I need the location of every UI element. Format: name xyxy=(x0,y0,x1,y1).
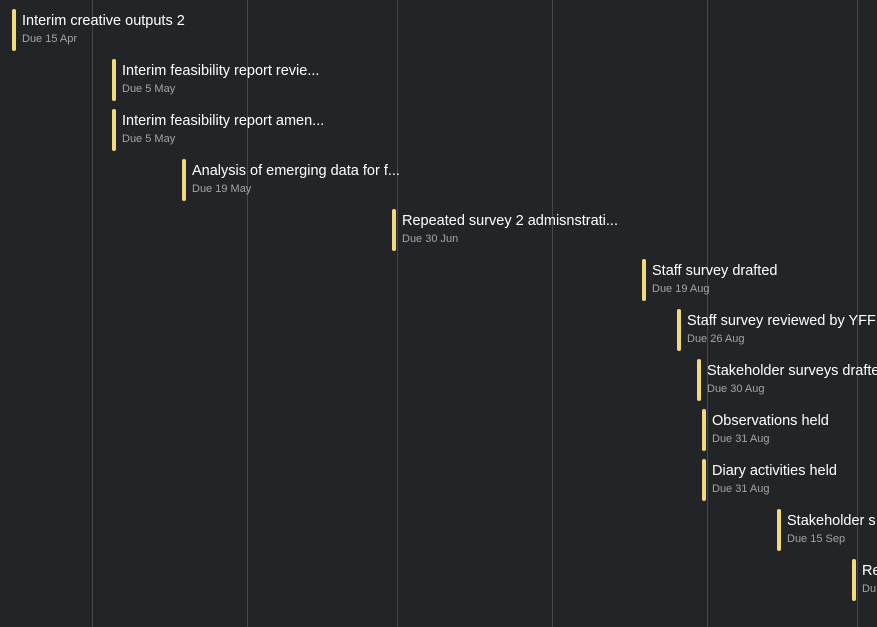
milestone-bar xyxy=(112,59,116,101)
timeline-gridline xyxy=(552,0,553,627)
milestone-bar xyxy=(777,509,781,551)
milestone-due-date: Due 15 Sep xyxy=(787,533,846,545)
milestone-due-date: Due 15 Apr xyxy=(22,33,78,45)
milestone-bar xyxy=(392,209,396,251)
milestone-bar xyxy=(702,459,706,501)
milestone-due-date: Due 31 Aug xyxy=(712,483,770,495)
timeline-gridline xyxy=(247,0,248,627)
milestone-due-date: Du xyxy=(862,583,877,595)
milestone-bar xyxy=(852,559,856,601)
milestone-title: Interim feasibility report revie... xyxy=(122,63,320,79)
timeline-gridline xyxy=(707,0,708,627)
milestone-due-date: Due 5 May xyxy=(122,83,176,95)
milestone-bar xyxy=(112,109,116,151)
milestone-due-date: Due 19 Aug xyxy=(652,283,710,295)
milestone-bar xyxy=(12,9,16,51)
milestone-title: Re xyxy=(862,563,877,579)
timeline-gridline xyxy=(857,0,858,627)
milestone-bar xyxy=(642,259,646,301)
timeline-gridline xyxy=(397,0,398,627)
milestone-bar xyxy=(677,309,681,351)
milestone-title: Staff survey reviewed by YFF xyxy=(687,313,876,329)
milestone-due-date: Due 31 Aug xyxy=(712,433,770,445)
milestone-title: Observations held xyxy=(712,413,829,429)
milestone-title: Repeated survey 2 admisnstrati... xyxy=(402,213,618,229)
timeline-gridline xyxy=(92,0,93,627)
milestone-bar xyxy=(182,159,186,201)
milestone-due-date: Due 19 May xyxy=(192,183,252,195)
milestone-title: Analysis of emerging data for f... xyxy=(192,163,400,179)
milestone-due-date: Due 30 Aug xyxy=(707,383,765,395)
milestone-due-date: Due 5 May xyxy=(122,133,176,145)
milestone-title: Stakeholder s xyxy=(787,513,876,529)
milestone-title: Stakeholder surveys drafted xyxy=(707,363,877,379)
milestone-title: Interim creative outputs 2 xyxy=(22,13,185,29)
milestone-title: Diary activities held xyxy=(712,463,837,479)
milestone-title: Interim feasibility report amen... xyxy=(122,113,325,129)
milestone-due-date: Due 30 Jun xyxy=(402,233,459,245)
milestone-bar xyxy=(697,359,701,401)
milestone-due-date: Due 26 Aug xyxy=(687,333,745,345)
milestone-title: Staff survey drafted xyxy=(652,263,778,279)
milestone-bar xyxy=(702,409,706,451)
